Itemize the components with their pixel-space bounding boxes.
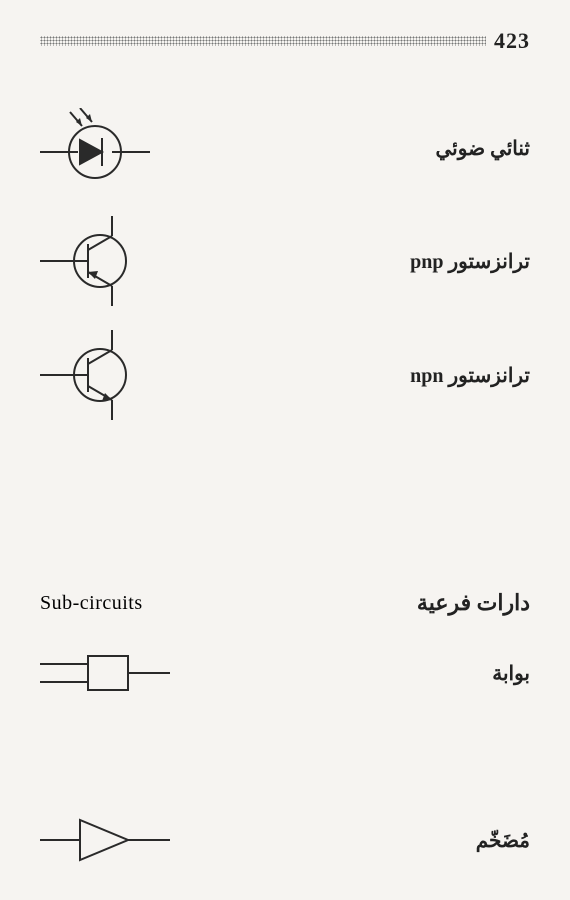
page-number: 423 [494,28,530,54]
npn-transistor-icon [40,330,160,420]
symbol-npn [40,330,200,420]
header-pattern [40,36,486,46]
label-photodiode: ثنائي ضوئي [200,136,530,161]
amplifier-icon [40,810,180,870]
symbol-gate [40,646,200,700]
symbol-pnp [40,216,200,306]
gate-icon [40,646,180,700]
section-subcircuits: Sub-circuits دارات فرعية [40,590,530,616]
row-photodiode: ثنائي ضوئي [40,108,530,188]
page: 423 [0,0,570,900]
label-gate: بوابة [200,661,530,686]
row-npn: ترانزستور npn [40,330,530,420]
row-gate: بوابة [40,646,530,700]
row-amplifier: مُضَخّم [40,810,530,870]
pnp-transistor-icon [40,216,160,306]
label-pnp: ترانزستور pnp [200,249,530,274]
symbol-photodiode [40,108,200,188]
label-amplifier: مُضَخّم [200,828,530,853]
photodiode-icon [40,108,160,188]
symbol-amplifier [40,810,200,870]
section-title-ar: دارات فرعية [143,590,530,616]
page-header: 423 [40,28,530,54]
section-title-en: Sub-circuits [40,592,143,615]
row-pnp: ترانزستور pnp [40,216,530,306]
label-npn: ترانزستور npn [200,363,530,388]
